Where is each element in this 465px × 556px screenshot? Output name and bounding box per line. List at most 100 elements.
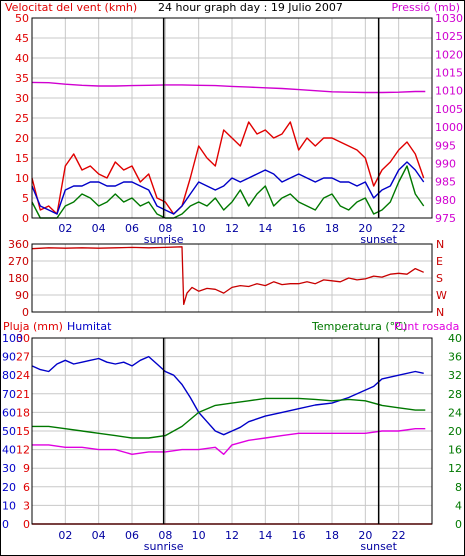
wind-tick-label: 15: [15, 152, 29, 165]
rain-tick-label: 24: [16, 369, 30, 382]
temp-humidity-chart: Pluja (mm) Humitat Temperatura (°C) Punt…: [2, 320, 462, 553]
time-tick-label: 16: [292, 222, 306, 235]
wind-tick-label: 35: [15, 72, 29, 85]
humidity-tick-label: 40: [2, 444, 16, 457]
rain-tick-label: 27: [16, 351, 30, 364]
wind-pressure-series: [31, 81, 426, 219]
humidity-tick-label: 30: [2, 462, 16, 475]
humidity-tick-label: 20: [2, 481, 16, 494]
wind-tick-label: 45: [15, 32, 29, 45]
pressure-tick-label: 1020: [435, 48, 463, 61]
direction-axis-ticks: 0 90 180 270 360: [8, 238, 29, 319]
humidity-tick-label: 10: [2, 499, 16, 512]
temperature-tick-label: 4: [455, 499, 462, 512]
rain-tick-label: 6: [23, 481, 30, 494]
compass-letter: N: [436, 306, 444, 319]
time-tick-label: 02: [58, 222, 72, 235]
humidity-tick-label: 100: [2, 332, 23, 345]
humidity-tick-label: 50: [2, 425, 16, 438]
sunset-label: sunset: [360, 233, 397, 246]
humidity-tick-label: 90: [2, 351, 16, 364]
humidity-tick-label: 60: [2, 406, 16, 419]
time-tick-label: 18: [325, 222, 339, 235]
wind-plot-frame: [31, 17, 433, 219]
sunrise-label: sunrise: [144, 540, 184, 553]
pressure-tick-label: 1010: [435, 85, 463, 98]
pressure-tick-label: 1000: [435, 121, 463, 134]
rain-axis-title: Pluja (mm): [3, 320, 63, 333]
time-tick-label: 04: [92, 222, 106, 235]
time-tick-label: 10: [192, 529, 206, 542]
series-dewpoint: [32, 428, 426, 455]
temperature-tick-label: 20: [448, 425, 462, 438]
direction-plot-frame: [31, 243, 433, 313]
wind-axis-title: Velocitat del vent (kmh): [5, 1, 137, 14]
wind-tick-label: 0: [22, 212, 29, 225]
humidity-axis-ticks: 0 10 20 30 40 50 60 70 80 90 100: [2, 332, 23, 531]
humidity-tick-label: 80: [2, 369, 16, 382]
time-tick-label: 02: [58, 529, 72, 542]
time-tick-label: 14: [258, 529, 272, 542]
rain-tick-label: 3: [23, 499, 30, 512]
time-tick-label: 08: [158, 222, 172, 235]
rain-tick-label: 30: [16, 332, 30, 345]
wind-tick-label: 25: [15, 112, 29, 125]
temperature-tick-label: 0: [455, 518, 462, 531]
dewpoint-axis-title: Punt rosada: [394, 320, 459, 333]
time-tick-label: 08: [158, 529, 172, 542]
temperature-tick-label: 24: [448, 406, 462, 419]
direction-series: [31, 246, 424, 306]
rain-tick-label: 15: [16, 425, 30, 438]
wind-tick-label: 10: [15, 172, 29, 185]
sunset-label: sunset: [360, 540, 397, 553]
compass-letter: W: [436, 289, 447, 302]
direction-tick-label: 0: [22, 306, 29, 319]
temperature-tick-label: 16: [448, 444, 462, 457]
chart-title: 24 hour graph day : 19 Julio 2007: [158, 1, 343, 14]
series-wind_min: [31, 165, 425, 219]
direction-tick-label: 90: [15, 289, 29, 302]
direction-tick-label: 270: [8, 255, 29, 268]
rain-tick-label: 9: [23, 462, 30, 475]
temperature-tick-label: 40: [448, 332, 462, 345]
pressure-axis-title: Pressió (mb): [391, 1, 460, 14]
wind-tick-label: 30: [15, 92, 29, 105]
temperature-tick-label: 12: [448, 462, 462, 475]
humidity-tick-label: 0: [2, 518, 9, 531]
series-gust: [31, 121, 425, 215]
time-tick-label: 14: [258, 222, 272, 235]
temperature-tick-label: 36: [448, 351, 462, 364]
temperature-axis-title: Temperatura (°C): [311, 320, 407, 333]
time-tick-label: 16: [292, 529, 306, 542]
wind-pressure-chart: Velocitat del vent (kmh) 24 hour graph d…: [5, 1, 463, 246]
pressure-tick-label: 1030: [435, 12, 463, 25]
time-tick-label: 10: [192, 222, 206, 235]
pressure-tick-label: 980: [435, 194, 456, 207]
temperature-axis-ticks: 0 4 8 12 16 20 24 28 32 36 40: [448, 332, 462, 531]
rain-tick-label: 18: [16, 406, 30, 419]
wind-axis-ticks: 0 5 10 15 20 25 30 35 40 45 50: [15, 12, 29, 225]
pressure-tick-label: 990: [435, 157, 456, 170]
rain-tick-label: 0: [23, 518, 30, 531]
temperature-tick-label: 32: [448, 369, 462, 382]
time-tick-label: 20: [358, 222, 372, 235]
pressure-tick-label: 1005: [435, 103, 463, 116]
time-tick-label: 06: [125, 529, 139, 542]
rain-tick-label: 12: [16, 444, 30, 457]
series-pressure: [31, 81, 426, 94]
wind-tick-label: 40: [15, 52, 29, 65]
direction-tick-label: 360: [8, 238, 29, 251]
time-tick-label: 12: [225, 222, 239, 235]
compass-letter: S: [436, 272, 443, 285]
time-tick-label: 22: [392, 222, 406, 235]
time-tick-label: 20: [358, 529, 372, 542]
wind-tick-label: 20: [15, 132, 29, 145]
temp-time-ticks: 02 04 06 08 10 12 14 16 18 20 22 sunrise sunset: [58, 338, 406, 553]
pressure-tick-label: 975: [435, 212, 456, 225]
wind-grid: [32, 18, 432, 218]
pressure-axis-ticks: 975 980 985 990 995 1000 1005 1010 1015 1020 1025 1…: [435, 12, 463, 225]
pressure-tick-label: 1025: [435, 30, 463, 43]
rain-axis-ticks: 0 3 6 9 12 15 18 21 24 27 30: [16, 332, 30, 531]
series-wind_avg: [31, 161, 425, 215]
